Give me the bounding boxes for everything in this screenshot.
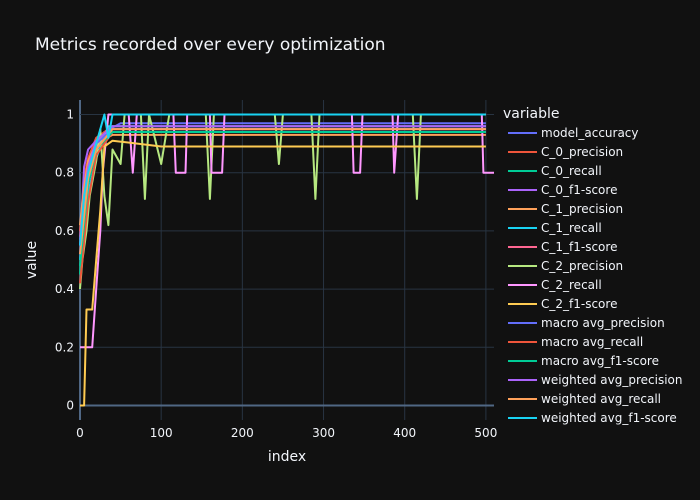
plot-area xyxy=(80,100,494,420)
legend-item-label: C_1_f1-score xyxy=(541,240,617,254)
legend-item-label: weighted avg_f1-score xyxy=(541,411,677,425)
y-tick-label: 0.4 xyxy=(55,282,74,296)
x-tick-label: 400 xyxy=(393,426,416,440)
y-axis-title: value xyxy=(24,241,40,279)
legend-item-label: weighted avg_precision xyxy=(541,373,682,387)
series-line-weighted-avg-f1-score xyxy=(79,113,486,246)
legend-item-label: C_2_f1-score xyxy=(541,297,617,311)
series-line-weighted-avg-recall xyxy=(79,128,486,255)
y-tick-label: 0.8 xyxy=(55,166,74,180)
x-tick-label: 0 xyxy=(76,426,84,440)
legend-item-label: C_0_f1-score xyxy=(541,183,617,197)
x-tick-label: 200 xyxy=(231,426,254,440)
legend-item-label: C_1_recall xyxy=(541,221,602,235)
legend-item-label: C_2_precision xyxy=(541,259,623,273)
legend-item-label: C_2_recall xyxy=(541,278,602,292)
y-tick-label: 0 xyxy=(66,398,74,412)
legend-item-label: C_0_recall xyxy=(541,164,602,178)
legend-items: model_accuracy C_0_precision C_0_recall C_0… xyxy=(508,126,682,425)
x-axis-title: index xyxy=(268,449,306,465)
legend-item-label: weighted avg_recall xyxy=(541,392,661,406)
legend: variable model_accuracy C_0_precision C_0_… xyxy=(503,106,682,425)
series-line-c-2-precision xyxy=(79,113,486,290)
series-layer xyxy=(79,113,494,407)
legend-item-label: macro avg_f1-score xyxy=(541,354,659,368)
x-tick-label: 500 xyxy=(474,426,497,440)
legend-item-label: macro avg_precision xyxy=(541,316,665,330)
x-tick-label: 100 xyxy=(150,426,173,440)
x-tick-label: 300 xyxy=(312,426,335,440)
y-tick-label: 1 xyxy=(66,108,74,122)
y-tick-label: 0.6 xyxy=(55,224,74,238)
legend-item-label: C_0_precision xyxy=(541,145,623,159)
series-line-c-2-f1-score xyxy=(80,139,486,407)
chart-title: Metrics recorded over every optimization xyxy=(35,35,386,55)
legend-item-label: model_accuracy xyxy=(541,126,639,140)
x-axis-ticks: 0 100 200 300 400 500 xyxy=(76,426,497,440)
y-axis-ticks: 0 0.2 0.4 0.6 0.8 1 xyxy=(55,108,74,413)
legend-item-label: macro avg_recall xyxy=(541,335,643,349)
legend-item-label: C_1_precision xyxy=(541,202,623,216)
y-tick-label: 0.2 xyxy=(55,340,74,354)
legend-title: variable xyxy=(503,106,559,122)
